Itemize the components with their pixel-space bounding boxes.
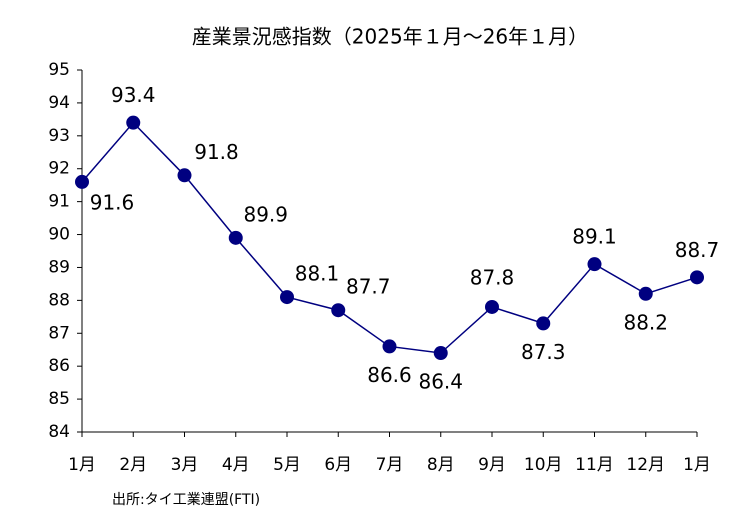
- y-tick-label: 89: [48, 257, 70, 277]
- x-tick-label: 3月: [171, 455, 199, 475]
- data-label: 89.1: [572, 225, 617, 249]
- data-label: 87.8: [470, 265, 515, 289]
- data-label: 93.4: [111, 83, 156, 107]
- x-tick-label: 10月: [524, 455, 563, 475]
- data-point: [126, 115, 141, 130]
- x-tick-label: 1月: [68, 455, 96, 475]
- data-point: [536, 316, 551, 331]
- data-point: [382, 339, 397, 354]
- data-label: 86.6: [367, 363, 412, 387]
- data-point: [638, 286, 653, 301]
- x-tick-label: 11月: [575, 455, 614, 475]
- x-tick-label: 1月: [683, 455, 711, 475]
- x-tick-label: 7月: [376, 455, 404, 475]
- y-tick-label: 93: [48, 126, 70, 146]
- y-tick-label: 95: [48, 60, 70, 80]
- y-tick-label: 84: [48, 422, 70, 442]
- data-label: 91.6: [90, 190, 135, 214]
- x-tick-label: 12月: [626, 455, 665, 475]
- y-tick-label: 91: [48, 192, 70, 212]
- y-tick-label: 90: [48, 225, 70, 245]
- data-point: [228, 230, 243, 245]
- data-label: 87.3: [521, 340, 566, 364]
- x-tick-label: 5月: [273, 455, 301, 475]
- source-note: 出所:タイ工業連盟(FTI): [112, 492, 260, 508]
- data-label: 88.1: [295, 262, 340, 286]
- y-tick-label: 86: [48, 356, 70, 376]
- data-point: [587, 257, 602, 272]
- data-point: [177, 168, 192, 183]
- data-label: 86.4: [418, 370, 463, 394]
- chart-title: 産業景況感指数（2025年１月～26年１月）: [192, 25, 588, 49]
- y-tick-label: 92: [48, 159, 70, 179]
- data-point: [690, 270, 704, 285]
- data-label: 88.7: [675, 238, 720, 262]
- data-point: [485, 299, 499, 314]
- x-tick-label: 2月: [119, 455, 147, 475]
- data-label: 89.9: [243, 202, 288, 226]
- x-tick-label: 4月: [222, 455, 250, 475]
- x-tick-label: 6月: [324, 455, 352, 475]
- data-point: [280, 290, 294, 305]
- data-point: [75, 174, 89, 189]
- data-point: [433, 346, 448, 361]
- y-tick-label: 87: [48, 323, 70, 343]
- data-label: 91.8: [194, 140, 239, 164]
- y-tick-label: 94: [48, 93, 70, 113]
- x-tick-label: 9月: [478, 455, 506, 475]
- data-label: 88.2: [623, 310, 668, 334]
- data-label: 87.7: [346, 275, 391, 299]
- x-tick-label: 8月: [427, 455, 455, 475]
- y-tick-label: 85: [48, 389, 70, 409]
- data-point: [331, 303, 346, 318]
- y-tick-label: 88: [48, 290, 70, 310]
